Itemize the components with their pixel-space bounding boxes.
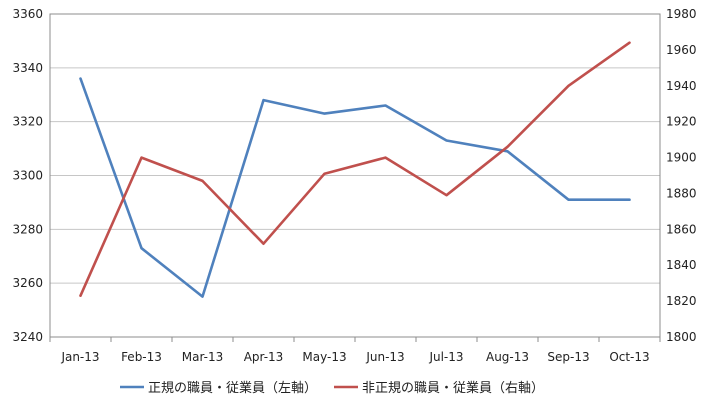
data-point [201,179,204,182]
data-point [79,77,82,80]
data-point [140,247,143,250]
left-y-tick-label: 3360 [12,7,43,21]
right-y-tick-label: 1940 [666,79,697,93]
series-group [79,41,631,298]
right-y-axis: 1800 1820 1840 1860 1880 1900 1920 1940 1960 1980 [666,7,697,344]
data-point [628,198,631,201]
data-point [628,41,631,44]
x-tick-label: Jan-13 [60,350,99,364]
data-point [567,198,570,201]
legend: 正規の職員・従業員（左軸） 非正規の職員・従業員（右軸） [120,380,544,396]
right-y-tick-label: 1920 [666,115,697,129]
legend-label: 正規の職員・従業員（左軸） [148,380,317,396]
x-tick-label: Oct-13 [609,350,649,364]
series-line-1 [79,77,631,298]
right-y-tick-label: 1860 [666,222,697,236]
right-y-tick-label: 1820 [666,294,697,308]
left-y-axis: 3240 3260 3280 3300 3320 3340 3360 [12,7,43,344]
x-tick-label: Sep-13 [547,350,589,364]
gridlines [50,67,660,284]
data-point [384,104,387,107]
x-tick-label: Feb-13 [121,350,162,364]
right-y-tick-label: 1800 [666,330,697,344]
data-point [201,295,204,298]
left-y-tick-label: 3280 [12,222,43,236]
x-tick-label: Aug-13 [486,350,529,364]
data-point [506,150,509,153]
data-point [323,112,326,115]
data-point [140,156,143,159]
left-y-tick-label: 3300 [12,169,43,183]
x-tick-label: Jul-13 [428,350,463,364]
left-y-tick-label: 3240 [12,330,43,344]
data-point [567,84,570,87]
left-y-tick-label: 3340 [12,61,43,75]
right-y-tick-label: 1840 [666,258,697,272]
data-point [323,172,326,175]
data-point [445,139,448,142]
x-tick-label: May-13 [302,350,346,364]
left-y-tick-label: 3320 [12,115,43,129]
x-tick-label: Apr-13 [244,350,284,364]
data-point [262,242,265,245]
data-point [384,156,387,159]
data-point [262,99,265,102]
legend-label: 非正規の職員・従業員（右軸） [362,380,544,396]
x-tick-label: Jun-13 [365,350,404,364]
series-line-2 [79,41,631,298]
x-axis: Jan-13 Feb-13 Mar-13 Apr-13 May-13 Jun-13 Jul-… [49,337,661,364]
x-tick-label: Mar-13 [182,350,223,364]
left-y-tick-label: 3260 [12,276,43,290]
right-y-tick-label: 1880 [666,186,697,200]
right-y-tick-label: 1960 [666,43,697,57]
data-point [445,194,448,197]
data-point [506,145,509,148]
right-y-tick-label: 1900 [666,151,697,165]
right-y-tick-label: 1980 [666,7,697,21]
data-point [79,294,82,297]
